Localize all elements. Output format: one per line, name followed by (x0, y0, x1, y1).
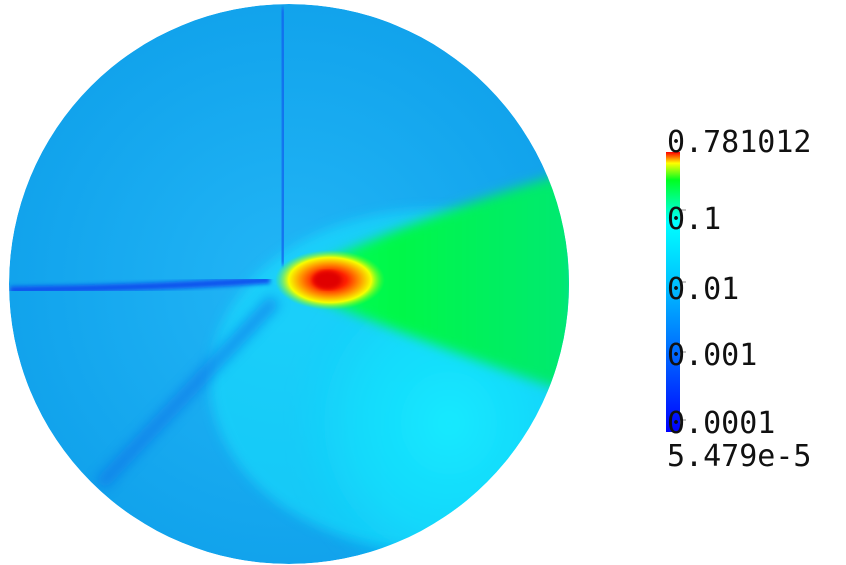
colorbar-tick-3: 0.0001 (667, 406, 776, 441)
high-value-wedge (300, 170, 569, 395)
dark-band-west (9, 276, 271, 294)
colorbar-tick-1: 0.01 (667, 272, 740, 307)
colorbar-ticks (680, 209, 686, 421)
field-disk (9, 4, 569, 564)
dark-band-north (279, 7, 286, 266)
colorbar-tick-2: 0.001 (667, 338, 758, 373)
colorbar-min-label: 5.479e-5 (667, 439, 812, 474)
colorbar-tick-0: 0.1 (667, 202, 722, 237)
colorbar (666, 152, 680, 432)
colorbar-max-label: 0.781012 (667, 125, 812, 160)
